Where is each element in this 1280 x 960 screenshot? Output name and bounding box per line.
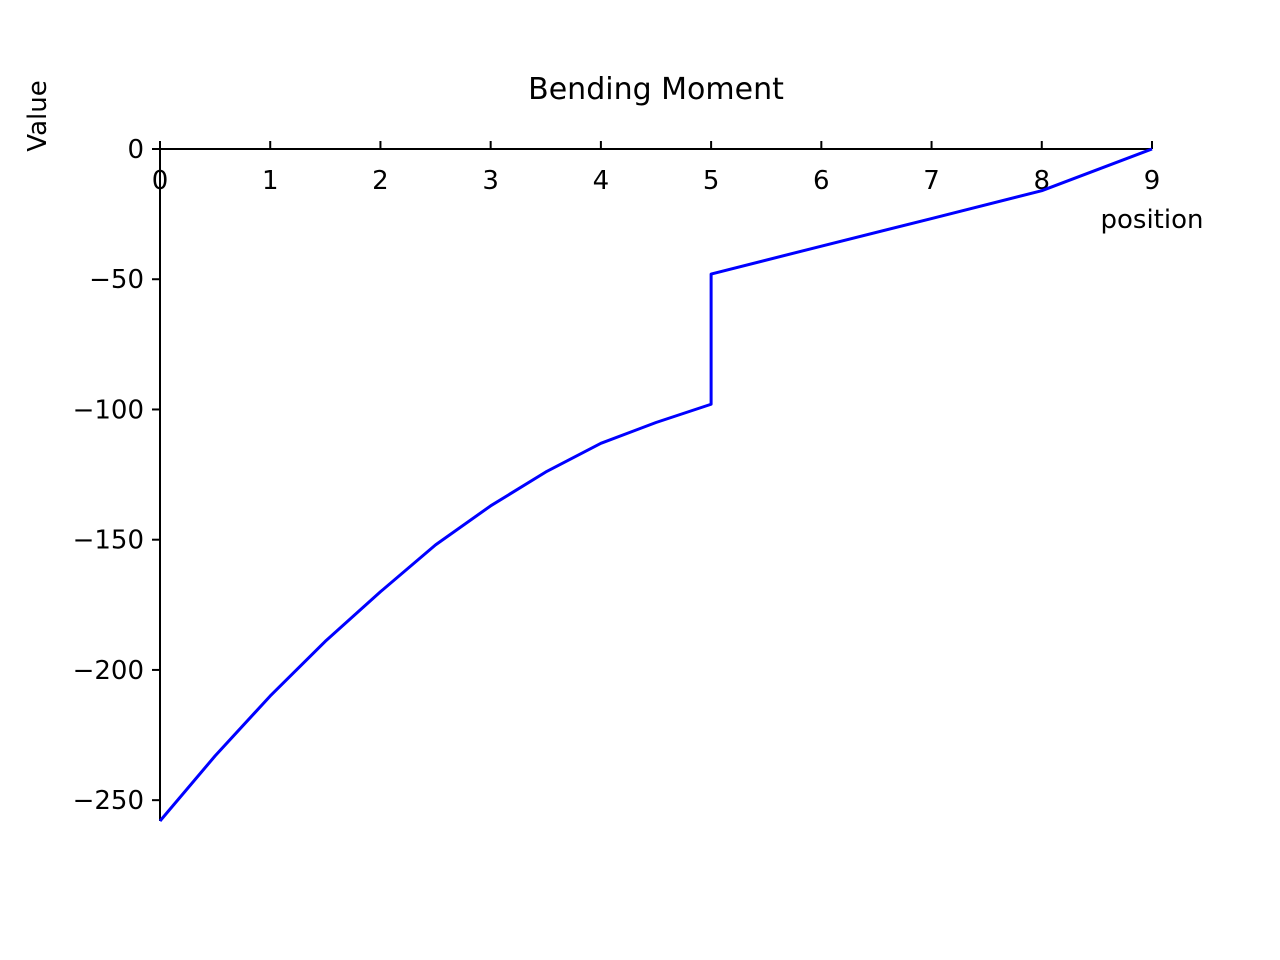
y-tick-label: −200 [73,656,144,686]
x-tick-label: 3 [482,166,499,196]
y-tick-label: −50 [89,265,144,295]
x-tick-label: 0 [152,166,169,196]
x-tick-label: 6 [813,166,830,196]
x-tick-label: 4 [593,166,610,196]
y-tick-label: −250 [73,786,144,816]
bending-moment-line [158,147,1153,822]
y-ticks: 0 −50 −100 −150 −200 −250 [73,135,160,816]
y-tick-label: −100 [73,395,144,425]
chart-title: Bending Moment [528,72,784,107]
x-tick-label: 2 [372,166,389,196]
x-axis-label: position [1101,205,1204,235]
y-axis-label: Value [23,80,53,151]
y-tick-label: −150 [73,526,144,556]
y-tick-label: 0 [127,135,144,165]
x-tick-label: 9 [1144,166,1161,196]
x-tick-label: 7 [923,166,940,196]
x-tick-label: 5 [703,166,720,196]
x-tick-label: 1 [262,166,279,196]
